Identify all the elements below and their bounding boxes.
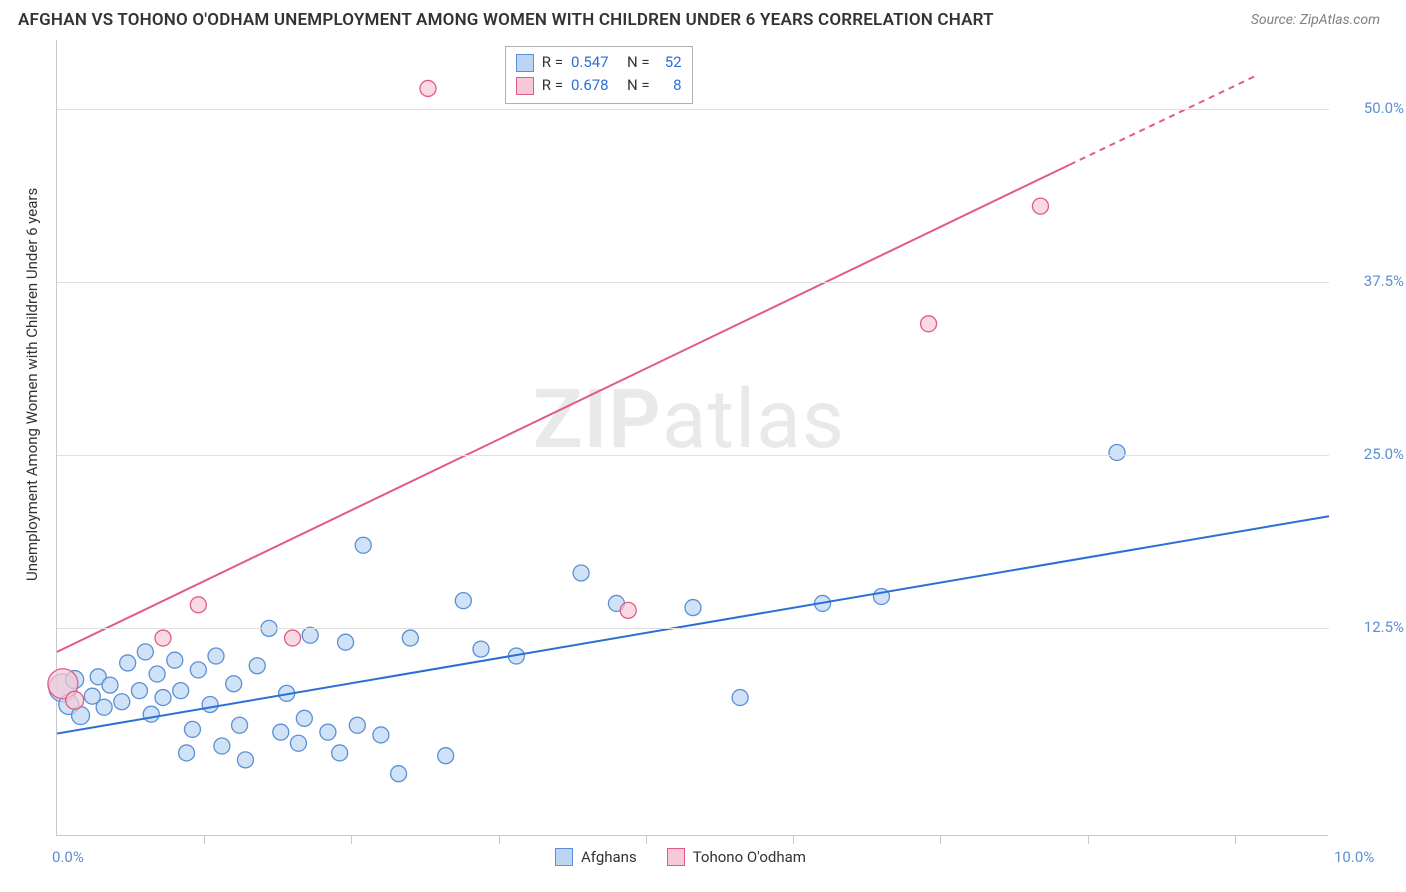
data-point	[149, 666, 165, 682]
data-point	[273, 724, 289, 740]
gridline-horizontal	[57, 109, 1329, 110]
y-axis-label: Unemployment Among Women with Children U…	[23, 188, 41, 581]
data-point	[179, 745, 195, 761]
x-tick	[1235, 836, 1236, 844]
data-point	[349, 717, 365, 733]
stats-n-label: N =	[627, 51, 650, 74]
series-legend: Afghans Tohono O'odham	[555, 848, 806, 866]
data-point	[1032, 198, 1048, 214]
data-point	[290, 735, 306, 751]
data-point	[120, 655, 136, 671]
y-tick-label: 25.0%	[1334, 445, 1404, 463]
data-point	[1109, 445, 1125, 461]
data-point	[237, 752, 253, 768]
data-point	[208, 648, 224, 664]
stats-r-label: R =	[542, 51, 563, 74]
data-point	[249, 658, 265, 674]
stats-legend: R = 0.547 N = 52 R = 0.678 N = 8	[505, 46, 693, 104]
source-credit: Source: ZipAtlas.com	[1251, 12, 1380, 28]
legend-swatch	[516, 54, 534, 72]
data-point	[296, 710, 312, 726]
y-tick-label: 37.5%	[1334, 272, 1404, 290]
stats-r-label: R =	[542, 74, 563, 97]
trend-line	[57, 165, 1070, 652]
data-point	[355, 537, 371, 553]
stats-n-label: N =	[627, 74, 650, 97]
data-point	[155, 630, 171, 646]
stats-legend-row: R = 0.678 N = 8	[516, 74, 682, 97]
data-point	[232, 717, 248, 733]
stats-legend-row: R = 0.547 N = 52	[516, 51, 682, 74]
data-point	[391, 766, 407, 782]
data-point	[320, 724, 336, 740]
stats-r-value: 0.678	[571, 74, 619, 97]
data-point	[921, 316, 937, 332]
gridline-horizontal	[57, 455, 1329, 456]
x-tick	[940, 836, 941, 844]
data-point	[473, 641, 489, 657]
legend-item: Afghans	[555, 848, 637, 866]
data-point	[214, 738, 230, 754]
chart-title: AFGHAN VS TOHONO O'ODHAM UNEMPLOYMENT AM…	[18, 10, 994, 30]
data-point	[96, 699, 112, 715]
data-point	[131, 683, 147, 699]
trend-line	[57, 516, 1329, 733]
legend-swatch	[516, 77, 534, 95]
legend-label: Afghans	[581, 848, 637, 866]
data-point	[226, 676, 242, 692]
data-point	[184, 721, 200, 737]
data-point	[438, 748, 454, 764]
stats-r-value: 0.547	[571, 51, 619, 74]
chart-svg	[57, 40, 1329, 836]
data-point	[420, 80, 436, 96]
y-tick-label: 50.0%	[1334, 99, 1404, 117]
data-point	[332, 745, 348, 761]
data-point	[190, 597, 206, 613]
data-point	[402, 630, 418, 646]
legend-swatch	[667, 848, 685, 866]
source-value: ZipAtlas.com	[1300, 12, 1380, 28]
source-label: Source:	[1251, 12, 1296, 28]
legend-swatch	[555, 848, 573, 866]
data-point	[455, 593, 471, 609]
x-tick-label: 10.0%	[1334, 848, 1398, 866]
x-tick	[351, 836, 352, 844]
data-point	[285, 630, 301, 646]
stats-n-value: 8	[658, 74, 682, 97]
data-point	[685, 600, 701, 616]
gridline-horizontal	[57, 282, 1329, 283]
data-point	[202, 696, 218, 712]
stats-n-value: 52	[658, 51, 682, 74]
data-point	[373, 727, 389, 743]
data-point	[137, 644, 153, 660]
chart-plot-area: ZIPatlas R =0.547N =52R =0.678N =8	[56, 40, 1328, 836]
data-point	[302, 627, 318, 643]
x-tick-label: 0.0%	[52, 848, 84, 866]
data-point	[173, 683, 189, 699]
data-point	[102, 677, 118, 693]
data-point	[155, 690, 171, 706]
legend-label: Tohono O'odham	[693, 848, 806, 866]
data-point	[114, 694, 130, 710]
data-point	[167, 652, 183, 668]
data-point	[190, 662, 206, 678]
trend-line-dashed	[1070, 75, 1258, 165]
x-tick	[204, 836, 205, 844]
x-tick	[793, 836, 794, 844]
data-point	[338, 634, 354, 650]
data-point	[620, 602, 636, 618]
gridline-horizontal	[57, 628, 1329, 629]
x-tick	[1088, 836, 1089, 844]
legend-item: Tohono O'odham	[667, 848, 806, 866]
data-point	[573, 565, 589, 581]
x-tick	[646, 836, 647, 844]
y-tick-label: 12.5%	[1334, 618, 1404, 636]
data-point	[732, 690, 748, 706]
data-point	[66, 691, 84, 709]
x-tick	[499, 836, 500, 844]
data-point	[143, 706, 159, 722]
